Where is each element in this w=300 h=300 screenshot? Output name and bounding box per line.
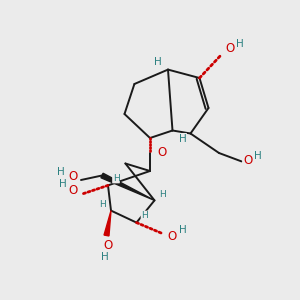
Text: H: H: [178, 134, 186, 143]
Text: H: H: [112, 174, 119, 183]
Text: H: H: [159, 190, 166, 199]
Text: H: H: [236, 39, 244, 49]
Text: H: H: [99, 200, 105, 209]
Text: O: O: [243, 154, 252, 167]
Text: H: H: [59, 179, 67, 189]
Text: O: O: [158, 146, 166, 158]
Text: H: H: [57, 167, 65, 177]
Polygon shape: [101, 173, 154, 200]
Text: O: O: [68, 184, 78, 197]
Text: H: H: [178, 225, 186, 235]
Text: O: O: [167, 230, 176, 242]
Text: O: O: [225, 41, 235, 55]
Text: H: H: [100, 251, 108, 262]
Text: H: H: [141, 211, 148, 220]
Text: H: H: [254, 152, 261, 161]
Text: O: O: [104, 239, 113, 252]
Text: O: O: [68, 170, 78, 184]
Text: H: H: [154, 57, 162, 67]
Polygon shape: [104, 211, 111, 236]
